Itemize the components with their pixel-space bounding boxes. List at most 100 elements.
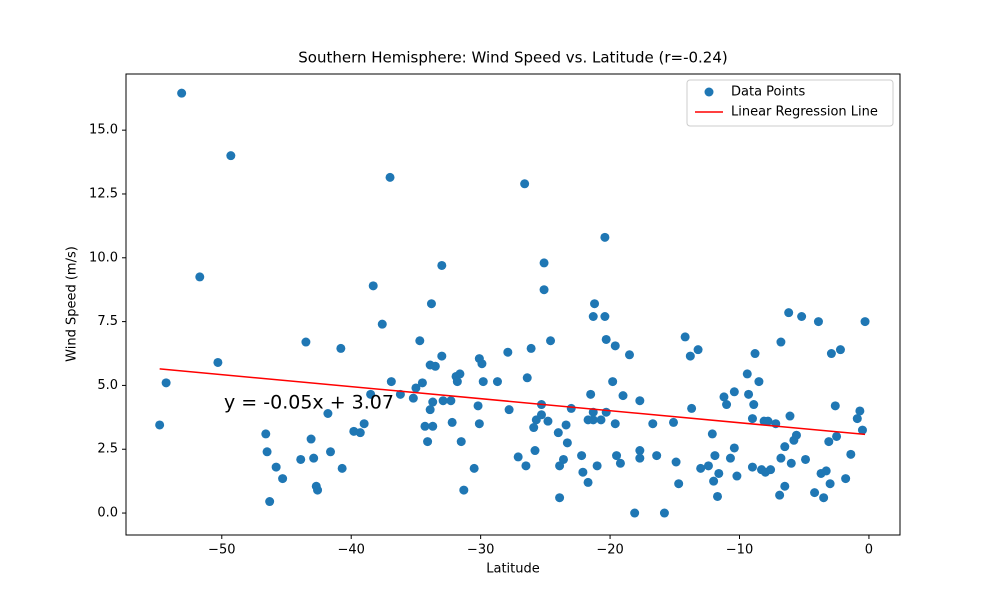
data-point	[359, 419, 369, 429]
legend: Data Points Linear Regression Line	[686, 79, 894, 127]
data-point	[590, 299, 600, 309]
data-point	[455, 369, 465, 379]
data-point	[521, 461, 531, 471]
data-point	[635, 396, 645, 406]
data-point	[411, 383, 421, 393]
data-point	[271, 462, 281, 472]
data-point	[780, 442, 790, 452]
data-point	[473, 401, 483, 411]
data-point	[630, 508, 640, 518]
data-point	[635, 446, 645, 456]
data-point	[846, 449, 856, 459]
data-point	[477, 359, 487, 369]
data-point	[213, 357, 223, 367]
legend-label: Data Points	[731, 85, 805, 100]
data-point	[596, 415, 606, 425]
data-point	[826, 349, 836, 359]
data-point	[732, 471, 742, 481]
x-tick-label: −20	[596, 543, 623, 558]
data-point	[685, 351, 695, 361]
data-point	[832, 431, 842, 441]
data-point	[696, 463, 706, 473]
data-point	[825, 479, 835, 489]
data-point	[469, 463, 479, 473]
data-point	[813, 317, 823, 327]
data-point	[504, 405, 514, 415]
data-point	[618, 391, 628, 401]
data-point	[754, 377, 764, 387]
data-point	[522, 373, 532, 383]
data-point	[386, 377, 396, 387]
data-point	[566, 403, 576, 413]
data-point	[546, 336, 556, 346]
data-point	[430, 361, 440, 371]
plot-frame	[125, 73, 901, 536]
data-point	[775, 490, 785, 500]
data-point	[841, 474, 851, 484]
data-point	[262, 447, 272, 457]
data-point	[323, 408, 333, 418]
data-point	[301, 337, 311, 347]
data-point	[601, 334, 611, 344]
data-point	[693, 345, 703, 355]
data-point	[437, 351, 447, 361]
data-point	[355, 428, 365, 438]
data-point	[417, 378, 427, 388]
data-point	[612, 451, 622, 461]
data-point	[577, 451, 587, 461]
data-point	[687, 403, 697, 413]
data-point	[456, 437, 466, 447]
data-point	[601, 407, 611, 417]
data-point	[710, 451, 720, 461]
data-point	[786, 458, 796, 468]
data-point	[855, 406, 865, 416]
y-tick-label: 0.0	[97, 506, 118, 521]
data-point	[437, 260, 447, 270]
data-point	[226, 151, 236, 161]
data-point	[749, 400, 759, 410]
data-point	[671, 457, 681, 467]
data-point	[713, 491, 723, 501]
data-point	[784, 308, 794, 318]
data-point	[857, 425, 867, 435]
data-point	[459, 485, 469, 495]
data-point	[763, 416, 773, 426]
data-point	[161, 378, 171, 388]
data-point	[744, 389, 754, 399]
x-tick-label: −40	[337, 543, 364, 558]
data-point	[155, 420, 165, 430]
data-point	[624, 350, 634, 360]
data-point	[674, 479, 684, 489]
data-point	[709, 476, 719, 486]
data-point	[539, 258, 549, 268]
data-point	[296, 454, 306, 464]
data-point	[797, 311, 807, 321]
data-point	[555, 493, 565, 503]
data-point	[635, 453, 645, 463]
data-point	[578, 467, 588, 477]
data-point	[801, 454, 811, 464]
data-point	[428, 421, 438, 431]
x-tick-label: −30	[467, 543, 494, 558]
data-point	[553, 428, 563, 438]
data-point	[610, 341, 620, 351]
data-point	[177, 88, 187, 98]
data-point	[824, 437, 834, 447]
data-point	[415, 336, 425, 346]
data-point	[776, 453, 786, 463]
data-point	[562, 438, 572, 448]
regression-line	[159, 368, 866, 436]
y-axis-label: Wind Speed (m/s)	[65, 246, 80, 362]
data-point	[420, 421, 430, 431]
data-point	[526, 343, 536, 353]
data-point	[529, 423, 539, 433]
data-point	[766, 465, 776, 475]
data-point	[425, 405, 435, 415]
data-point	[306, 434, 316, 444]
data-point	[426, 299, 436, 309]
data-point	[337, 463, 347, 473]
data-point	[474, 419, 484, 429]
data-point	[835, 345, 845, 355]
data-point	[492, 377, 502, 387]
x-tick-label: 0	[865, 543, 873, 558]
